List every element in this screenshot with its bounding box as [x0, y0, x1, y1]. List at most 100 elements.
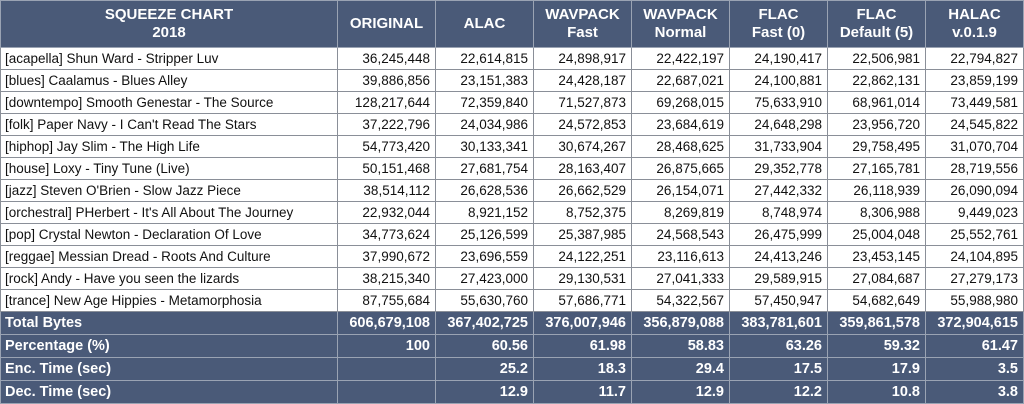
table-row: [orchestral] PHerbert - It's All About T…	[0, 201, 1024, 224]
value-cell: 75,633,910	[729, 91, 828, 114]
table-row: [house] Loxy - Tiny Tune (Live) 50,151,46…	[0, 157, 1024, 180]
column-header-line1: FLAC	[758, 6, 799, 23]
value-cell: 37,222,796	[337, 113, 436, 136]
column-header-alac: ALAC	[435, 0, 534, 48]
value-cell: 55,988,980	[925, 289, 1024, 312]
value-cell: 18.3	[533, 357, 632, 381]
value-cell: 59.32	[827, 334, 926, 358]
row-label: [orchestral] PHerbert - It's All About T…	[0, 201, 338, 224]
value-cell: 27,084,687	[827, 267, 926, 290]
table-row: [blues] Caalamus - Blues Alley 39,886,856…	[0, 69, 1024, 92]
value-cell: 72,359,840	[435, 91, 534, 114]
value-cell: 27,279,173	[925, 267, 1024, 290]
column-header-line1: WAVPACK	[545, 6, 620, 23]
value-cell: 25.2	[435, 357, 534, 381]
value-cell: 3.8	[925, 380, 1024, 404]
value-cell: 57,450,947	[729, 289, 828, 312]
value-cell: 73,449,581	[925, 91, 1024, 114]
value-cell: 17.5	[729, 357, 828, 381]
row-label: [blues] Caalamus - Blues Alley	[0, 69, 338, 92]
table-row: [folk] Paper Navy - I Can't Read The Sta…	[0, 113, 1024, 136]
value-cell: 31,733,904	[729, 135, 828, 158]
value-cell: 8,306,988	[827, 201, 926, 224]
column-header-flac-fast: FLAC Fast (0)	[729, 0, 828, 48]
value-cell: 37,990,672	[337, 245, 436, 268]
value-cell: 26,154,071	[631, 179, 730, 202]
value-cell: 68,961,014	[827, 91, 926, 114]
value-cell: 23,116,613	[631, 245, 730, 268]
value-cell: 356,879,088	[631, 311, 730, 335]
value-cell: 8,748,974	[729, 201, 828, 224]
value-cell: 24,190,417	[729, 47, 828, 70]
chart-title: SQUEEZE CHART	[104, 6, 234, 23]
value-cell: 54,773,420	[337, 135, 436, 158]
value-cell: 26,090,094	[925, 179, 1024, 202]
value-cell: 36,245,448	[337, 47, 436, 70]
value-cell: 26,662,529	[533, 179, 632, 202]
value-cell: 12.2	[729, 380, 828, 404]
value-cell: 61.47	[925, 334, 1024, 358]
chart-title-cell: SQUEEZE CHART 2018	[0, 0, 338, 48]
column-header-line2: Default (5)	[839, 24, 914, 41]
value-cell: 23,956,720	[827, 113, 926, 136]
value-cell: 17.9	[827, 357, 926, 381]
value-cell: 25,552,761	[925, 223, 1024, 246]
value-cell: 24,572,853	[533, 113, 632, 136]
value-cell: 30,133,341	[435, 135, 534, 158]
value-cell	[337, 380, 436, 404]
value-cell: 24,648,298	[729, 113, 828, 136]
value-cell: 24,122,251	[533, 245, 632, 268]
value-cell: 87,755,684	[337, 289, 436, 312]
column-header-line1: ALAC	[463, 15, 506, 32]
value-cell: 63.26	[729, 334, 828, 358]
value-cell: 23,684,619	[631, 113, 730, 136]
row-label: Total Bytes	[0, 311, 338, 335]
value-cell	[337, 357, 436, 381]
value-cell: 38,514,112	[337, 179, 436, 202]
header-row: SQUEEZE CHART 2018 ORIGINAL ALAC WAVPACK…	[0, 0, 1024, 48]
column-header-wavpack-fast: WAVPACK Fast	[533, 0, 632, 48]
value-cell: 27,423,000	[435, 267, 534, 290]
value-cell: 54,322,567	[631, 289, 730, 312]
column-header-original: ORIGINAL	[337, 0, 436, 48]
value-cell: 22,422,197	[631, 47, 730, 70]
value-cell: 26,475,999	[729, 223, 828, 246]
value-cell: 22,932,044	[337, 201, 436, 224]
value-cell: 61.98	[533, 334, 632, 358]
row-label: Enc. Time (sec)	[0, 357, 338, 381]
value-cell: 34,773,624	[337, 223, 436, 246]
value-cell: 25,387,985	[533, 223, 632, 246]
value-cell: 55,630,760	[435, 289, 534, 312]
column-header-line1: WAVPACK	[643, 6, 718, 23]
column-header-line2: v.0.1.9	[952, 24, 997, 41]
value-cell: 12.9	[631, 380, 730, 404]
table-header: SQUEEZE CHART 2018 ORIGINAL ALAC WAVPACK…	[0, 0, 1024, 48]
column-header-flac-default: FLAC Default (5)	[827, 0, 926, 48]
value-cell: 12.9	[435, 380, 534, 404]
row-label: [acapella] Shun Ward - Stripper Luv	[0, 47, 338, 70]
column-header-halac: HALAC v.0.1.9	[925, 0, 1024, 48]
summary-row: Dec. Time (sec) 12.9 11.7 12.9 12.2 10.8 3.8	[0, 380, 1024, 404]
row-label: Percentage (%)	[0, 334, 338, 358]
value-cell: 38,215,340	[337, 267, 436, 290]
value-cell: 367,402,725	[435, 311, 534, 335]
row-label: [rock] Andy - Have you seen the lizards	[0, 267, 338, 290]
value-cell: 22,687,021	[631, 69, 730, 92]
value-cell: 22,614,815	[435, 47, 534, 70]
table-row: [acapella] Shun Ward - Stripper Luv 36,24…	[0, 47, 1024, 70]
table-row: [downtempo] Smooth Genestar - The Source…	[0, 91, 1024, 114]
table-body: [acapella] Shun Ward - Stripper Luv 36,24…	[0, 47, 1024, 404]
value-cell: 8,921,152	[435, 201, 534, 224]
value-cell: 27,165,781	[827, 157, 926, 180]
value-cell: 57,686,771	[533, 289, 632, 312]
table-row: [reggae] Messian Dread - Roots And Cultu…	[0, 245, 1024, 268]
value-cell: 28,468,625	[631, 135, 730, 158]
value-cell: 376,007,946	[533, 311, 632, 335]
value-cell: 29,352,778	[729, 157, 828, 180]
value-cell: 22,794,827	[925, 47, 1024, 70]
value-cell: 8,269,819	[631, 201, 730, 224]
value-cell: 26,628,536	[435, 179, 534, 202]
value-cell: 23,151,383	[435, 69, 534, 92]
value-cell: 128,217,644	[337, 91, 436, 114]
